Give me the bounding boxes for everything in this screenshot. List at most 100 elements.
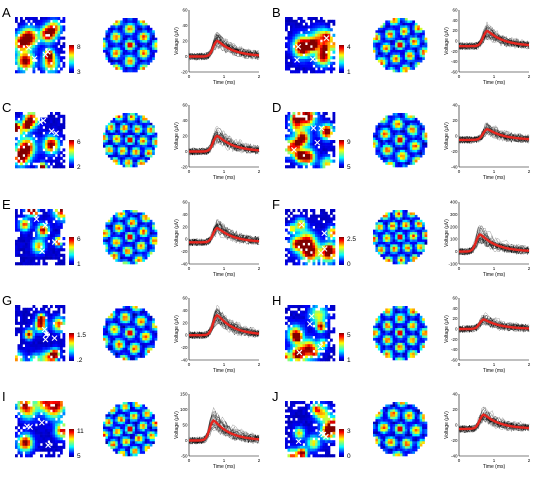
y-axis-label: Voltage (μV) [444,315,450,343]
y-tick-label: 0 [185,54,188,59]
colorbar [339,45,344,73]
colorbar-min-label: 5 [77,453,81,460]
y-tick-label: -40 [181,358,188,363]
y-tick-label: 40 [452,18,458,23]
x-tick-label: 1 [223,266,226,271]
rate-map [285,17,336,74]
y-tick-label: 40 [452,103,458,108]
y-axis-label: Voltage (μV) [174,411,180,439]
y-tick-label: -40 [451,59,458,64]
autocorrelogram [373,210,428,265]
colorbar-max-label: 1.5 [77,332,86,339]
y-tick-label: 150 [180,392,188,397]
colorbar [339,333,344,361]
x-tick-label: 0 [458,169,461,174]
spike-trace [188,38,260,61]
x-axis-label: Time (ms) [483,464,506,470]
spike-trace [188,137,260,156]
y-axis-label: Voltage (μV) [174,219,180,247]
colorbar [339,237,344,265]
y-tick-label: 20 [452,407,458,412]
y-axis-label: Voltage (μV) [174,122,180,150]
colorbar-min-label: 5 [347,164,351,171]
y-tick-label: 40 [452,392,458,397]
colorbar-max-label: 2.5 [347,236,356,243]
y-tick-label: 40 [182,118,188,123]
x-tick-label: 1 [493,169,496,174]
spike-trace [188,221,260,247]
colorbar-max-label: 6 [77,139,81,146]
autocorrelogram [373,402,428,457]
x-axis-label: Time (ms) [213,464,236,470]
y-tick-label: -50 [181,454,188,459]
panel-label: E [2,197,11,212]
x-tick-label: 0 [458,266,461,271]
y-tick-label: -20 [181,249,188,254]
y-tick-label: 100 [450,237,458,242]
rate-map [15,209,66,266]
x-tick-label: 1 [223,362,226,367]
colorbar-max-label: 5 [347,332,351,339]
panel-label: C [2,100,11,115]
colorbar [339,140,344,168]
x-tick-label: 0 [188,458,191,463]
x-tick-label: 2 [528,169,531,174]
colorbar [69,140,74,168]
autocorrelogram [373,306,428,361]
x-axis-label: Time (ms) [483,80,506,86]
y-tick-label: 20 [182,224,188,229]
colorbar-max-label: 6 [77,236,81,243]
x-tick-label: 0 [188,266,191,271]
y-tick-label: 20 [182,39,188,44]
colorbar-min-label: 1 [77,261,81,268]
spike-trace [458,409,530,433]
x-tick-label: 2 [258,169,261,174]
mean-waveform [189,134,259,153]
colorbar-max-label: 11 [77,428,84,435]
panel-label: D [272,100,281,115]
y-tick-label: 400 [450,200,458,205]
colorbar-min-label: 2 [77,164,81,171]
mean-waveform [459,413,529,431]
panel-label: G [2,293,12,308]
colorbar-max-label: 3 [347,428,351,435]
x-tick-label: 1 [493,362,496,367]
panel-label: A [2,5,11,20]
rate-map [15,305,66,362]
mean-waveform [459,29,529,48]
y-tick-label: -100 [448,262,458,267]
x-tick-label: 0 [188,169,191,174]
colorbar-min-label: 1 [347,357,351,364]
x-tick-label: 0 [458,362,461,367]
x-tick-label: 0 [458,458,461,463]
y-tick-label: 40 [452,306,458,311]
rate-map [285,401,336,458]
y-tick-label: 40 [182,212,188,217]
colorbar-min-label: 0 [347,453,351,460]
y-axis-label: Voltage (μV) [444,219,450,247]
y-tick-label: 60 [452,8,458,13]
x-tick-label: 2 [528,458,531,463]
x-tick-label: 1 [223,74,226,79]
autocorrelogram [103,306,158,361]
y-tick-label: 60 [182,296,188,301]
y-tick-label: -40 [451,347,458,352]
spike-trace [188,411,260,445]
y-tick-label: 0 [455,39,458,44]
y-tick-label: 100 [180,407,188,412]
panel-label: H [272,293,281,308]
x-tick-label: 0 [188,74,191,79]
panel-label: I [2,389,6,404]
x-axis-label: Time (ms) [213,80,236,86]
spike-trace [458,411,530,433]
y-tick-label: 60 [182,200,188,205]
spike-trace [458,318,530,333]
